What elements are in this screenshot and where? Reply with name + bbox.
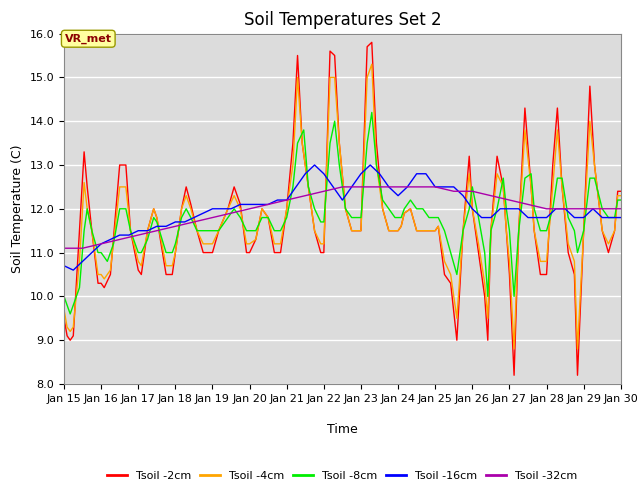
Title: Soil Temperatures Set 2: Soil Temperatures Set 2 (244, 11, 441, 29)
Legend: Tsoil -2cm, Tsoil -4cm, Tsoil -8cm, Tsoil -16cm, Tsoil -32cm: Tsoil -2cm, Tsoil -4cm, Tsoil -8cm, Tsoi… (103, 467, 582, 480)
Y-axis label: Soil Temperature (C): Soil Temperature (C) (11, 144, 24, 273)
X-axis label: Time: Time (327, 423, 358, 436)
Text: VR_met: VR_met (65, 34, 112, 44)
